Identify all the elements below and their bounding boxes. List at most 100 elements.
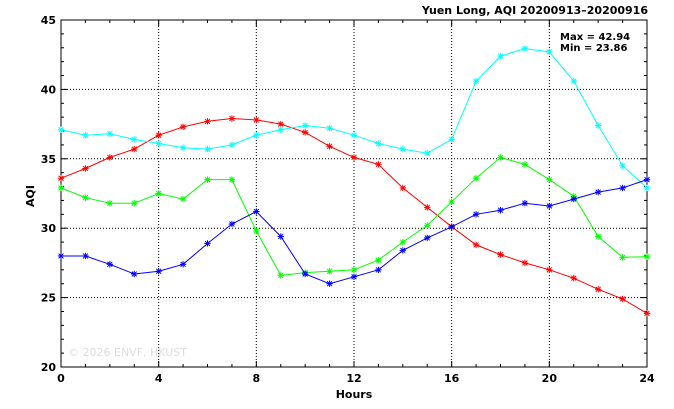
marker-stroke [180,124,186,130]
x-tick-label: 12 [346,372,361,385]
marker-stroke [229,176,235,183]
data-point [448,136,455,143]
marker-stroke [400,185,406,191]
data-point [472,211,480,218]
marker-stroke [473,211,479,218]
data-point [204,176,211,183]
marker-stroke [546,267,553,273]
marker-stroke [351,274,357,280]
series-4 [57,176,651,287]
marker-stroke [351,132,357,138]
marker-stroke [107,261,113,268]
marker-stroke [180,144,186,151]
data-point [497,206,504,214]
marker-stroke [326,125,333,132]
marker-stroke [131,271,138,277]
data-point [424,222,431,229]
data-point [106,130,114,138]
marker-stroke [229,221,235,227]
marker-stroke [400,146,406,152]
marker-stroke [522,200,528,206]
marker-stroke [277,233,284,240]
series-1 [57,115,651,317]
data-point [643,310,651,317]
data-point [448,198,455,206]
marker-stroke [644,253,650,260]
marker-stroke [277,126,284,133]
data-point [375,266,382,274]
data-point [619,254,626,261]
data-point [253,116,260,124]
data-point [301,129,309,136]
marker-stroke [229,142,235,148]
data-point [546,202,553,210]
marker-stroke [424,235,431,241]
marker-stroke [155,268,162,274]
marker-stroke [107,154,113,161]
data-point [277,233,284,240]
data-point [619,295,626,303]
marker-stroke [400,239,406,245]
data-point [277,126,284,133]
data-point [472,241,480,249]
x-axis-label: Hours [336,388,373,401]
marker-stroke [644,176,650,183]
y-tick-label: 35 [41,153,56,166]
data-point [350,273,358,280]
data-point [179,195,187,203]
data-point [521,200,529,207]
series-3 [57,45,651,192]
x-tick-label: 0 [57,372,65,385]
marker-stroke [58,175,64,181]
data-point [228,141,236,149]
x-tick-label: 8 [253,372,261,385]
data-point [497,52,504,60]
data-point [82,252,89,260]
marker-stroke [204,176,211,183]
series-2 [57,154,651,279]
marker-stroke [58,253,64,259]
marker-stroke [448,224,455,230]
marker-stroke [448,199,455,205]
y-tick-label: 40 [41,83,57,96]
marker-stroke [644,185,650,191]
data-point [82,194,89,201]
data-point [375,256,382,264]
marker-stroke [131,136,138,143]
data-point [277,120,284,128]
data-point [253,227,260,235]
marker-stroke [131,146,138,152]
marker-stroke [302,129,308,136]
data-point [131,145,138,153]
y-tick-label: 20 [41,361,57,374]
data-point [106,154,114,161]
data-point [57,175,65,182]
data-point [301,122,309,129]
data-point [350,154,358,161]
marker-stroke [204,240,211,247]
marker-stroke [82,194,89,201]
data-point [253,132,260,139]
chart-title: Yuen Long, AQI 20200913–20200916 [421,4,648,17]
data-point [594,188,602,196]
marker-stroke [155,190,162,197]
data-point [326,143,333,150]
data-point [253,208,260,215]
data-point [179,261,187,268]
data-point [399,238,407,246]
x-tick-label: 16 [444,372,460,385]
data-point [521,259,529,267]
data-point [472,175,480,182]
data-point [228,220,236,228]
grid-lines [61,20,647,367]
data-point [350,266,358,274]
marker-stroke [277,272,284,279]
data-point [546,266,553,274]
data-point [326,125,333,132]
y-tick-labels: 20 25 30 35 40 45 [41,14,57,374]
data-point [424,150,431,157]
marker-stroke [619,296,626,302]
marker-stroke [570,196,577,202]
marker-stroke [595,233,601,240]
marker-stroke [473,175,479,181]
